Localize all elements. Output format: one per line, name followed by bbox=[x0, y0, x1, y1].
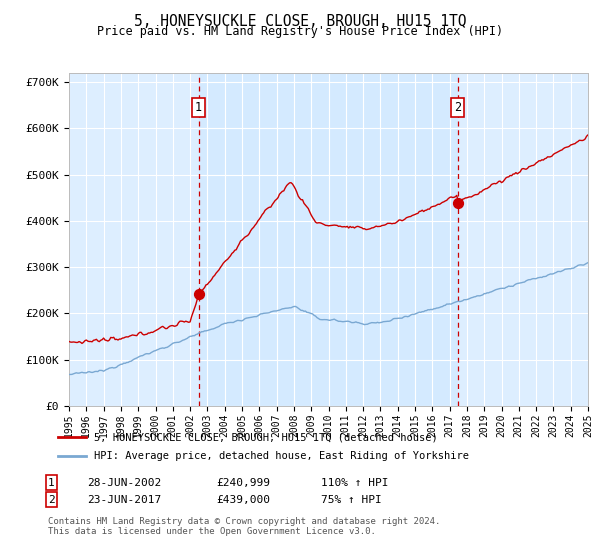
Point bbox=[453, 198, 463, 207]
Text: £439,000: £439,000 bbox=[216, 494, 270, 505]
Text: 23-JUN-2017: 23-JUN-2017 bbox=[87, 494, 161, 505]
Text: Price paid vs. HM Land Registry's House Price Index (HPI): Price paid vs. HM Land Registry's House … bbox=[97, 25, 503, 38]
Text: 1: 1 bbox=[48, 478, 55, 488]
Text: 1: 1 bbox=[195, 101, 202, 114]
Text: £240,999: £240,999 bbox=[216, 478, 270, 488]
Text: 28-JUN-2002: 28-JUN-2002 bbox=[87, 478, 161, 488]
Text: HPI: Average price, detached house, East Riding of Yorkshire: HPI: Average price, detached house, East… bbox=[94, 451, 469, 461]
Text: 2: 2 bbox=[48, 494, 55, 505]
Text: 5, HONEYSUCKLE CLOSE, BROUGH, HU15 1TQ (detached house): 5, HONEYSUCKLE CLOSE, BROUGH, HU15 1TQ (… bbox=[94, 432, 437, 442]
Point bbox=[194, 290, 203, 299]
Text: 110% ↑ HPI: 110% ↑ HPI bbox=[321, 478, 389, 488]
Bar bbox=[199, 73, 458, 406]
Text: Contains HM Land Registry data © Crown copyright and database right 2024.: Contains HM Land Registry data © Crown c… bbox=[48, 517, 440, 526]
Text: 75% ↑ HPI: 75% ↑ HPI bbox=[321, 494, 382, 505]
Text: 2: 2 bbox=[454, 101, 461, 114]
Text: 5, HONEYSUCKLE CLOSE, BROUGH, HU15 1TQ: 5, HONEYSUCKLE CLOSE, BROUGH, HU15 1TQ bbox=[134, 14, 466, 29]
Text: This data is licensed under the Open Government Licence v3.0.: This data is licensed under the Open Gov… bbox=[48, 528, 376, 536]
